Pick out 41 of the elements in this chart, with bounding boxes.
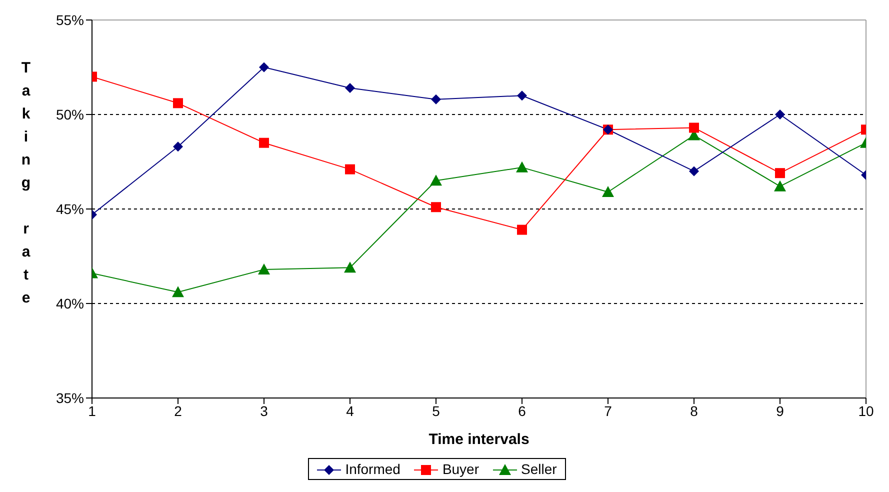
x-tick-label: 4 (346, 402, 354, 419)
point (517, 90, 527, 101)
x-axis-title: Time intervals (428, 431, 530, 448)
point (689, 122, 699, 133)
text: Taking rate (21, 60, 31, 306)
y-tick-label: 35% (56, 390, 84, 406)
point (345, 83, 355, 94)
y-tick-label: 45% (56, 200, 84, 217)
x-tick-label: 6 (518, 402, 526, 419)
point (430, 174, 442, 186)
x-tick-label: 5 (432, 402, 440, 419)
point (258, 263, 270, 274)
x-tick-label: 7 (604, 402, 612, 419)
point (259, 138, 269, 148)
point (431, 202, 441, 212)
y-tick-label: 50% (56, 106, 84, 122)
x-tick-label: 8 (690, 402, 698, 419)
x-tick-label: 10 (858, 402, 874, 419)
legend-label: Seller (520, 461, 557, 477)
x-tick-label: 3 (260, 402, 268, 419)
point (774, 180, 786, 192)
x-tick-label: 1 (88, 402, 96, 419)
point (602, 186, 614, 197)
x-tick-label: 9 (776, 402, 784, 419)
legend-label: Buyer (441, 461, 480, 477)
point (173, 142, 183, 152)
point (689, 166, 699, 176)
point (516, 161, 528, 172)
point (173, 98, 183, 108)
y-tick-label: 55% (56, 12, 84, 28)
point (775, 110, 785, 120)
point (344, 262, 356, 273)
legend-label: Informed (344, 461, 400, 477)
y-tick-label: 40% (56, 295, 84, 312)
x-tick-label: 2 (174, 402, 182, 419)
point (259, 62, 269, 72)
point (775, 168, 785, 178)
point (172, 286, 184, 298)
point (517, 224, 527, 235)
point (431, 94, 441, 104)
point (345, 164, 355, 174)
